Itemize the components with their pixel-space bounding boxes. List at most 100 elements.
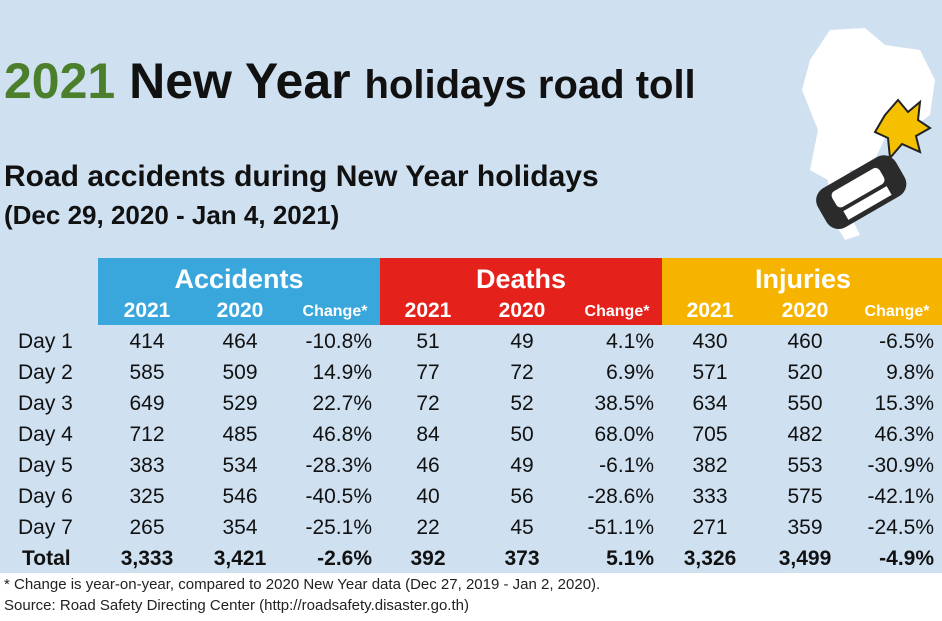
cell: 3,421 bbox=[213, 547, 267, 570]
cell: 15.3% bbox=[874, 392, 934, 415]
cell: 529 bbox=[222, 392, 258, 415]
cell: 520 bbox=[787, 361, 823, 384]
row-label: Day 6 bbox=[18, 485, 73, 508]
cell: 553 bbox=[787, 454, 823, 477]
group-band bbox=[380, 258, 662, 325]
cell: -2.6% bbox=[317, 547, 372, 570]
map-icon bbox=[802, 28, 935, 240]
cell: 3,499 bbox=[778, 547, 832, 570]
cell: 464 bbox=[222, 330, 258, 353]
cell: 585 bbox=[129, 361, 165, 384]
cell: 14.9% bbox=[312, 361, 372, 384]
row-label: Day 4 bbox=[18, 423, 73, 446]
cell: -30.9% bbox=[867, 454, 934, 477]
group-band bbox=[662, 258, 942, 325]
source: Source: Road Safety Directing Center (ht… bbox=[4, 597, 469, 614]
column-header: Change* bbox=[584, 303, 650, 320]
column-header: 2021 bbox=[123, 299, 171, 322]
title: 2021 New Year holidays road toll bbox=[4, 52, 696, 110]
cell: 45 bbox=[510, 516, 534, 539]
cell: 482 bbox=[787, 423, 823, 446]
column-header: Change* bbox=[302, 303, 368, 320]
column-header: 2021 bbox=[686, 299, 734, 322]
title-rest: holidays road toll bbox=[364, 63, 696, 107]
cell: 383 bbox=[129, 454, 165, 477]
cell: 354 bbox=[222, 516, 258, 539]
cell: 4.1% bbox=[606, 330, 654, 353]
cell: 49 bbox=[510, 330, 534, 353]
cell: 634 bbox=[692, 392, 728, 415]
cell: 51 bbox=[416, 330, 440, 353]
cell: 46 bbox=[416, 454, 440, 477]
cell: -42.1% bbox=[867, 485, 934, 508]
cell: -40.5% bbox=[305, 485, 372, 508]
group-band bbox=[98, 258, 380, 325]
cell: 49 bbox=[510, 454, 534, 477]
cell: 509 bbox=[222, 361, 258, 384]
cell: 77 bbox=[416, 361, 440, 384]
cell: 38.5% bbox=[594, 392, 654, 415]
column-header: 2020 bbox=[781, 299, 829, 322]
cell: 5.1% bbox=[606, 547, 654, 570]
cell: -6.1% bbox=[599, 454, 654, 477]
cell: 534 bbox=[222, 454, 258, 477]
cell: -6.5% bbox=[879, 330, 934, 353]
cell: 3,333 bbox=[120, 547, 174, 570]
cell: 392 bbox=[410, 547, 446, 570]
cell: 3,326 bbox=[683, 547, 737, 570]
cell: 265 bbox=[129, 516, 165, 539]
column-header: Change* bbox=[864, 303, 930, 320]
row-label: Day 1 bbox=[18, 330, 73, 353]
cell: 414 bbox=[129, 330, 165, 353]
subtitle: Road accidents during New Year holidays bbox=[4, 160, 599, 193]
row-label: Day 3 bbox=[18, 392, 73, 415]
cell: 56 bbox=[510, 485, 534, 508]
cell: -24.5% bbox=[867, 516, 934, 539]
cell: 72 bbox=[416, 392, 440, 415]
cell: -4.9% bbox=[879, 547, 934, 570]
cell: 72 bbox=[510, 361, 534, 384]
footnote: * Change is year-on-year, compared to 20… bbox=[4, 576, 601, 593]
cell: 6.9% bbox=[606, 361, 654, 384]
cell: 712 bbox=[129, 423, 165, 446]
row-label: Day 5 bbox=[18, 454, 73, 477]
cell: 84 bbox=[416, 423, 440, 446]
footer: * Change is year-on-year, compared to 20… bbox=[0, 573, 942, 621]
column-header: 2020 bbox=[498, 299, 546, 322]
title-main: New Year bbox=[129, 53, 351, 109]
cell: 325 bbox=[129, 485, 165, 508]
cell: 359 bbox=[787, 516, 823, 539]
row-label: Day 2 bbox=[18, 361, 73, 384]
period: (Dec 29, 2020 - Jan 4, 2021) bbox=[4, 200, 340, 230]
cell: 460 bbox=[787, 330, 823, 353]
group-title: Injuries bbox=[754, 264, 852, 294]
column-header: 2021 bbox=[404, 299, 452, 322]
cell: 40 bbox=[416, 485, 440, 508]
cell: 52 bbox=[510, 392, 534, 415]
cell: -51.1% bbox=[587, 516, 654, 539]
cell: 485 bbox=[222, 423, 258, 446]
cell: 22.7% bbox=[312, 392, 372, 415]
cell: 46.8% bbox=[312, 423, 372, 446]
row-label: Total bbox=[22, 547, 71, 570]
column-header: 2020 bbox=[216, 299, 264, 322]
cell: 382 bbox=[692, 454, 728, 477]
cell: 649 bbox=[129, 392, 165, 415]
cell: 575 bbox=[787, 485, 823, 508]
cell: 22 bbox=[416, 516, 440, 539]
cell: 546 bbox=[222, 485, 258, 508]
cell: -28.3% bbox=[305, 454, 372, 477]
cell: 571 bbox=[692, 361, 728, 384]
cell: 550 bbox=[787, 392, 823, 415]
cell: 50 bbox=[510, 423, 534, 446]
cell: 9.8% bbox=[886, 361, 934, 384]
cell: 333 bbox=[692, 485, 728, 508]
cell: -28.6% bbox=[587, 485, 654, 508]
cell: 430 bbox=[692, 330, 728, 353]
cell: 68.0% bbox=[594, 423, 654, 446]
cell: 373 bbox=[504, 547, 540, 570]
cell: 271 bbox=[692, 516, 728, 539]
row-label: Day 7 bbox=[18, 516, 73, 539]
group-title: Deaths bbox=[475, 264, 567, 294]
